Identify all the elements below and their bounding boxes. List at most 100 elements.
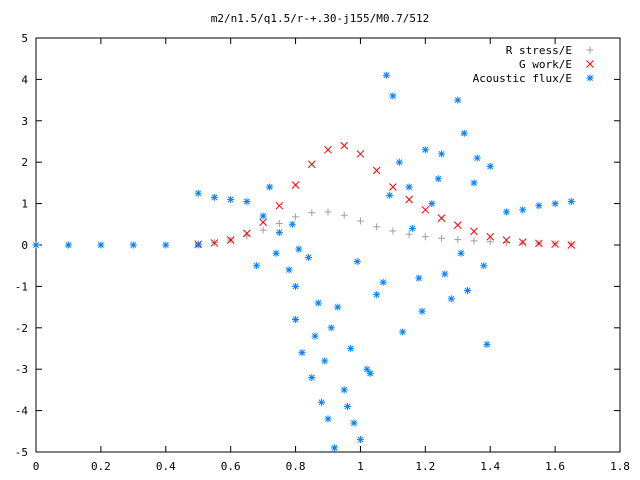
data-point <box>210 193 218 201</box>
data-point <box>437 214 446 222</box>
data-point <box>386 191 394 199</box>
data-point <box>356 217 364 225</box>
data-point <box>64 241 72 249</box>
series-0 <box>194 208 575 248</box>
data-point <box>486 238 494 246</box>
data-point <box>324 145 332 154</box>
y-tick-label: 4 <box>21 73 28 86</box>
data-point <box>399 328 407 336</box>
data-point <box>292 282 300 290</box>
data-point <box>308 209 316 217</box>
data-point <box>285 266 293 274</box>
x-tick-label: 0.8 <box>286 460 306 473</box>
data-point <box>389 183 397 191</box>
y-tick-label: 3 <box>21 115 28 128</box>
data-point <box>356 436 364 444</box>
data-point <box>305 253 313 261</box>
data-point <box>454 236 462 244</box>
y-tick-label: 1 <box>21 198 28 211</box>
data-point <box>340 211 348 219</box>
data-point <box>295 245 303 253</box>
data-point <box>227 195 235 203</box>
data-point <box>314 299 322 307</box>
data-point <box>464 287 472 295</box>
data-point <box>288 220 296 228</box>
y-tick-label: -5 <box>15 446 28 459</box>
y-tick-label: 2 <box>21 156 28 169</box>
data-point <box>519 206 527 214</box>
data-marks <box>32 71 576 452</box>
data-point <box>483 340 491 348</box>
data-point <box>363 365 371 373</box>
data-point <box>318 398 326 406</box>
data-point <box>243 198 251 206</box>
data-point <box>421 146 429 154</box>
data-point <box>324 208 332 216</box>
data-point <box>418 307 426 315</box>
data-point <box>162 241 170 249</box>
data-point <box>32 241 40 249</box>
data-point <box>502 236 511 244</box>
data-point <box>253 262 261 270</box>
data-point <box>382 71 390 79</box>
data-point <box>275 219 283 227</box>
data-point <box>291 181 300 189</box>
data-point <box>421 205 430 214</box>
data-point <box>350 419 358 427</box>
data-point <box>356 150 365 158</box>
data-point <box>327 324 335 332</box>
data-point <box>366 369 374 377</box>
data-point <box>405 195 413 204</box>
x-tick-label: 1 <box>357 460 364 473</box>
data-point <box>438 150 446 158</box>
data-point <box>535 202 543 210</box>
data-point <box>340 141 349 150</box>
data-point <box>405 230 413 238</box>
data-point <box>389 92 397 100</box>
data-point <box>453 221 462 229</box>
data-point <box>421 233 429 241</box>
data-point <box>551 240 559 249</box>
legend-label: R stress/E <box>506 44 572 57</box>
data-point <box>259 212 267 220</box>
data-point <box>259 218 267 227</box>
data-point <box>441 270 449 278</box>
series-2 <box>32 71 575 452</box>
y-tick-label: 5 <box>21 32 28 45</box>
data-point <box>334 303 342 311</box>
data-point <box>502 208 510 216</box>
data-point <box>415 274 423 282</box>
data-point <box>194 189 202 197</box>
data-point <box>321 357 329 365</box>
data-point <box>389 227 397 235</box>
data-point <box>486 162 494 170</box>
data-point <box>343 402 351 410</box>
data-point <box>324 415 332 423</box>
y-tick-label: 0 <box>21 239 28 252</box>
data-point <box>259 226 267 234</box>
data-point <box>473 154 481 162</box>
data-point <box>311 332 319 340</box>
y-tick-label: -1 <box>15 280 28 293</box>
data-point <box>292 213 300 221</box>
y-tick-label: -4 <box>15 405 29 418</box>
data-point <box>519 239 527 247</box>
data-point <box>129 241 137 249</box>
data-point <box>470 227 478 236</box>
data-point <box>373 223 381 231</box>
legend-label: G work/E <box>519 58 572 71</box>
data-point <box>408 224 416 232</box>
data-point <box>340 386 348 394</box>
data-point <box>307 160 316 169</box>
data-point <box>194 241 202 249</box>
data-point <box>243 229 251 238</box>
y-tick-label: -2 <box>15 322 28 335</box>
data-point <box>308 373 316 381</box>
data-point <box>379 278 387 286</box>
data-point <box>373 291 381 299</box>
x-tick-label: 1.6 <box>545 460 565 473</box>
legend-label: Acoustic flux/E <box>473 72 572 85</box>
data-point <box>298 349 306 357</box>
